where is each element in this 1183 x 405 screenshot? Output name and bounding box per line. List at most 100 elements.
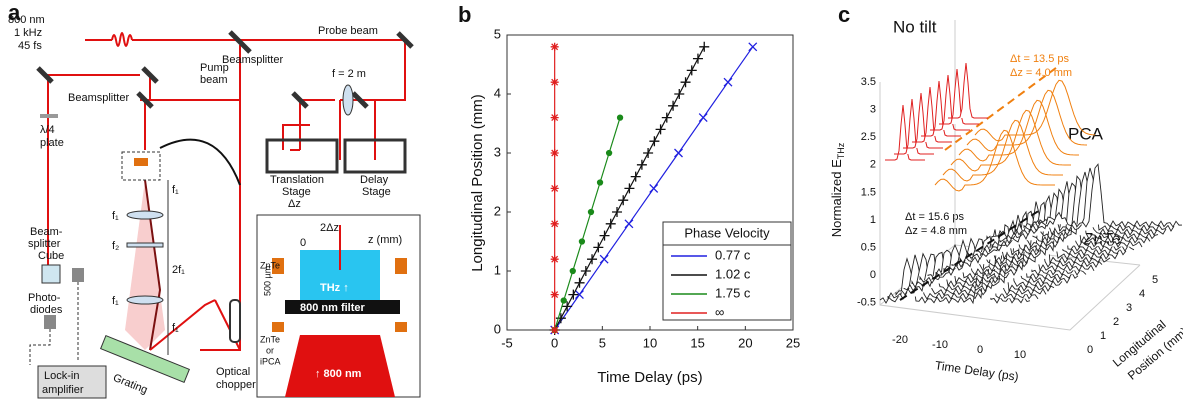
marker — [686, 65, 697, 76]
y-tick-label: 3.5 — [861, 76, 876, 88]
marker — [593, 242, 604, 253]
x-tick-label: 0 — [551, 335, 558, 350]
y-tick-label: 3 — [870, 104, 876, 116]
panel-c: c No tilt Δt = 13.5 ps Δz = 4.0 mm PCA Δ… — [829, 2, 1183, 384]
legend-label: 1.02 c — [715, 266, 751, 281]
waveform — [930, 74, 970, 131]
label: or — [266, 345, 274, 355]
x-tick-label: -20 — [892, 334, 908, 346]
marker — [748, 42, 758, 52]
beamsplitter — [136, 91, 154, 109]
annotation: No tilt — [893, 17, 937, 36]
y-tick-label: 0 — [870, 269, 876, 281]
marker — [569, 267, 576, 275]
marker — [624, 219, 634, 229]
lockin-box — [37, 365, 107, 399]
waveform — [912, 86, 952, 143]
legend-label: 1.75 c — [715, 285, 751, 300]
y-tick-label: 2 — [870, 159, 876, 171]
marker — [578, 238, 586, 245]
marker — [616, 114, 624, 121]
panel-label: b — [458, 2, 471, 27]
y-axis-label: Normalized ETHz — [829, 142, 846, 237]
marker — [698, 113, 708, 123]
marker — [630, 171, 641, 182]
z-tick-label: 2 — [1113, 316, 1119, 328]
filter — [285, 300, 400, 314]
sample — [134, 158, 148, 166]
label: Beamsplitter — [222, 54, 283, 66]
marker — [680, 77, 691, 88]
label: plate — [40, 137, 64, 149]
marker — [574, 277, 585, 288]
marker — [636, 159, 647, 170]
marker — [674, 148, 683, 158]
label: Cube — [38, 250, 64, 262]
lens — [126, 242, 164, 248]
wire — [29, 282, 79, 365]
waveplate — [40, 114, 58, 118]
marker — [574, 290, 584, 300]
panel-label: a — [8, 0, 21, 25]
marker — [674, 89, 685, 99]
waveform — [966, 89, 1088, 152]
marker — [624, 183, 635, 194]
waveform — [951, 201, 1103, 268]
marker — [599, 254, 609, 264]
mirror — [141, 66, 159, 84]
label: Photo- — [28, 292, 61, 304]
marker — [649, 136, 660, 147]
marker — [562, 301, 573, 312]
label: ↑ 800 nm — [315, 368, 362, 380]
marker — [661, 112, 672, 123]
panel-a: a 800 nm 1 kHz 45 fs Beamsplitter Probe … — [8, 0, 421, 399]
marker — [643, 148, 654, 158]
beam-cone — [125, 180, 165, 350]
z-tick-label: 3 — [1126, 302, 1132, 314]
x-axis-label: Time Delay (ps) — [597, 369, 702, 386]
waveform — [895, 229, 1047, 297]
lens — [342, 84, 354, 116]
laser-text: 1 kHz — [14, 27, 42, 39]
lens-label: f₁ — [112, 210, 119, 222]
label: ZnTe — [260, 260, 280, 270]
marker — [596, 179, 604, 186]
label: Stage — [362, 186, 391, 198]
znte — [272, 258, 284, 274]
marker — [692, 53, 703, 64]
waveform — [894, 98, 934, 155]
beamsplitter — [228, 30, 252, 54]
label: iPCA — [260, 356, 281, 366]
stage — [265, 138, 339, 174]
probe-beam — [85, 32, 406, 151]
label: Pump — [200, 62, 229, 74]
series-line — [554, 117, 621, 331]
waveform — [885, 104, 925, 161]
lens-label: f₁ — [172, 184, 179, 196]
marker — [655, 124, 666, 135]
mirror — [291, 91, 309, 109]
label: THz ↑ — [320, 282, 349, 294]
label: 2Δz — [320, 222, 339, 234]
annotation: Δt = 15.6 ps — [905, 211, 965, 223]
label: Δz — [288, 198, 301, 210]
x-tick-label: 5 — [599, 335, 606, 350]
legend-label: 0.77 c — [715, 247, 751, 262]
z-tick-label: 1 — [1100, 330, 1106, 342]
y-tick-label: 0.5 — [861, 242, 876, 254]
z-tick-label: 5 — [1152, 274, 1158, 286]
mirror — [36, 66, 54, 84]
label: 500 µm — [262, 266, 272, 296]
waveform — [921, 80, 961, 137]
x-tick-label: 15 — [690, 335, 704, 350]
trend-line — [944, 64, 1061, 151]
annotation: Δz = 4.8 mm — [905, 225, 967, 237]
cube — [41, 264, 61, 284]
label: Probe beam — [318, 25, 378, 37]
y-tick-label: 1.5 — [861, 186, 876, 198]
znte — [395, 258, 407, 274]
y-tick-label: 0 — [494, 321, 501, 336]
annotation: Δz = 4.0 mm — [1010, 67, 1072, 79]
label: beam — [200, 74, 228, 86]
arrow — [159, 138, 241, 186]
